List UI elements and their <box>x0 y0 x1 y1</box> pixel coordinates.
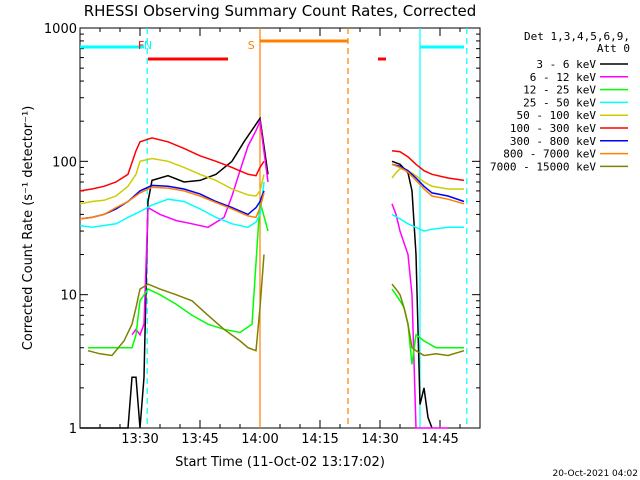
series-line-3-6-kev <box>80 116 269 429</box>
series-line-25-50-kev-late <box>391 213 464 232</box>
x-axis-label: Start Time (11-Oct-02 13:17:02) <box>175 455 385 470</box>
legend-entry-label: 100 - 300 keV <box>510 122 596 135</box>
x-tick-label: 14:45 <box>421 432 458 447</box>
series-line-50-100-kev <box>79 157 265 205</box>
status-bars <box>80 39 464 61</box>
series-line-300-800-kev-late <box>391 163 465 203</box>
legend-entry-label: 7000 - 15000 keV <box>490 160 596 173</box>
x-tick-label: 13:45 <box>181 432 218 447</box>
legend-entry-label: 6 - 12 keV <box>530 71 597 84</box>
chart-title: RHESSI Observing Summary Count Rates, Co… <box>84 2 477 20</box>
annotation-label: N <box>144 39 152 52</box>
date-stamp: 20-Oct-2021 04:02 <box>553 469 638 479</box>
series-lines <box>79 116 465 429</box>
y-tick-label: 10 <box>60 289 77 304</box>
series-line-6-12-kev <box>131 118 269 337</box>
series-line-50-100-kev-late <box>391 167 464 190</box>
legend-entry-label: 25 - 50 keV <box>523 96 596 109</box>
legend-entry-label: 3 - 6 keV <box>536 58 596 71</box>
x-tick-label: 13:30 <box>121 432 158 447</box>
y-tick-label: 1000 <box>44 22 77 37</box>
annotations: NF S <box>138 39 255 52</box>
series-line-7000-15000-kev <box>87 254 265 357</box>
legend-entry-label: 800 - 7000 keV <box>503 148 596 161</box>
x-tick-label: 14:00 <box>241 432 278 447</box>
x-tick-label: 14:15 <box>301 432 338 447</box>
series-line-100-300-kev <box>79 137 265 192</box>
series-line-12-25-kev-late <box>391 288 464 365</box>
series-line-25-50-kev <box>79 181 265 229</box>
series-line-800-7000-kev <box>79 186 265 220</box>
series-line-800-7000-kev-late <box>391 163 465 205</box>
legend-entry-label: 50 - 100 keV <box>517 109 597 122</box>
legend-entry-label: 300 - 800 keV <box>510 135 596 148</box>
legend-entry-label: 12 - 25 keV <box>523 84 596 97</box>
series-line-7000-15000-kev-late <box>391 283 465 357</box>
y-tick-label: 100 <box>52 155 77 170</box>
annotation-label: F <box>138 39 144 52</box>
series-line-12-25-kev <box>88 201 269 349</box>
legend-header-detectors: Det 1,3,4,5,6,9, <box>524 30 630 43</box>
y-tick-label: 1 <box>69 422 77 437</box>
legend-header-attenuator: Att 0 <box>597 42 630 55</box>
x-tick-label: 14:30 <box>361 432 398 447</box>
annotation-label: S <box>248 39 255 52</box>
axis-ticks: 13:30 13:45 14:00 14:15 14:30 14:45 1 10 100 1000 <box>44 22 480 447</box>
series-line-100-300-kev-late <box>391 150 465 182</box>
y-axis-label: Corrected Count Rate (s⁻¹ detector⁻¹) <box>21 106 36 351</box>
